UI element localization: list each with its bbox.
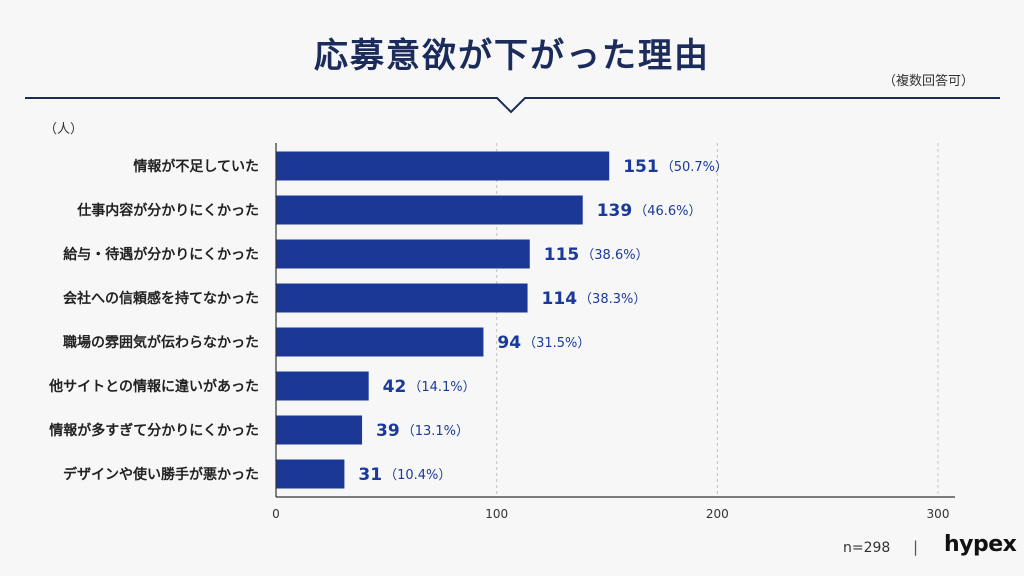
percent-label: （14.1%）: [408, 380, 475, 395]
category-label: 情報が多すぎて分かりにくかった: [49, 422, 259, 439]
title-divider: [25, 97, 1000, 114]
percent-label: （31.5%）: [523, 336, 590, 351]
percent-label: （38.6%）: [581, 248, 648, 263]
percent-label: （38.3%）: [579, 292, 646, 307]
category-label: 仕事内容が分かりにくかった: [76, 202, 259, 219]
bar: [276, 371, 369, 401]
value-label: 114: [542, 289, 578, 309]
percent-label: （13.1%）: [402, 424, 469, 439]
percent-label: （10.4%）: [384, 468, 451, 483]
bar: [276, 415, 363, 445]
value-label: 115: [544, 245, 580, 265]
bar: [276, 151, 610, 181]
category-label: 会社への信頼感を持てなかった: [63, 290, 259, 307]
value-label: 151: [623, 157, 659, 177]
category-label: 職場の雰囲気が伝わらなかった: [63, 334, 259, 351]
category-label: デザインや使い勝手が悪かった: [63, 466, 259, 483]
y-unit-label: （人）: [44, 122, 83, 137]
brand-logo: hypex: [944, 532, 1017, 557]
value-label: 39: [376, 421, 400, 441]
sample-size: n=298: [843, 540, 891, 556]
x-tick-label: 0: [272, 507, 280, 521]
bar: [276, 283, 528, 313]
value-label: 31: [358, 465, 382, 485]
bar: [276, 459, 345, 489]
page-title: 応募意欲が下がった理由: [314, 36, 710, 76]
divider-line: [25, 97, 1000, 114]
x-tick-label: 100: [485, 507, 508, 521]
footer-separator: |: [913, 538, 919, 556]
x-tick-label: 200: [706, 507, 729, 521]
x-tick-label: 300: [927, 507, 950, 521]
percent-label: （46.6%）: [634, 204, 701, 219]
value-label: 42: [383, 377, 407, 397]
multiple-answer-note: （複数回答可）: [882, 74, 974, 89]
category-label: 給与・待遇が分かりにくかった: [63, 246, 259, 263]
value-label: 139: [597, 201, 633, 221]
category-label: 他サイトとの情報に違いがあった: [48, 378, 259, 395]
percent-label: （50.7%）: [661, 160, 728, 175]
value-label: 94: [497, 333, 521, 353]
category-label: 情報が不足していた: [133, 158, 259, 175]
bar: [276, 239, 530, 269]
bar: [276, 195, 583, 225]
bar: [276, 327, 484, 357]
